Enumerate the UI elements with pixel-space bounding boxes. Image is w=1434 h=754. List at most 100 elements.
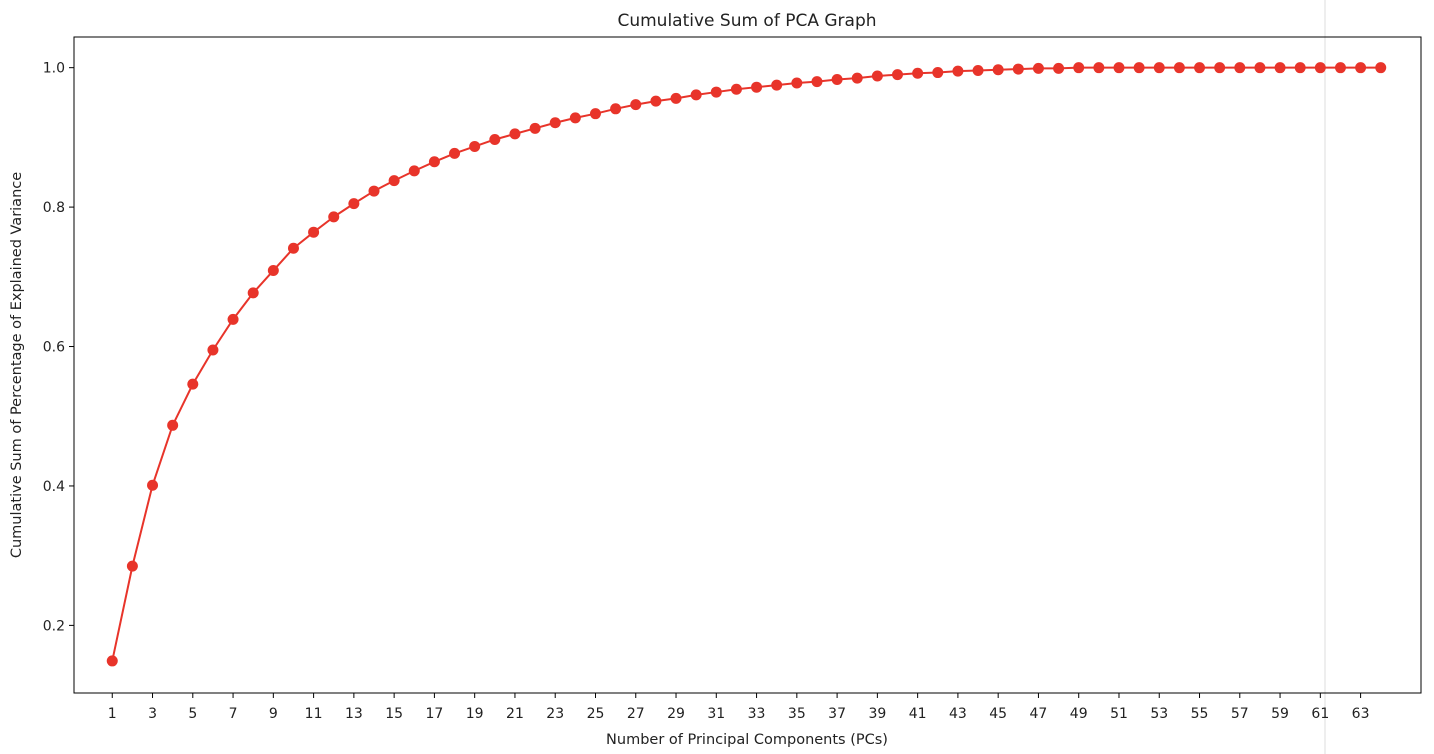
y-tick-label: 0.4 (43, 479, 65, 495)
x-tick-label: 55 (1191, 706, 1209, 722)
data-point (670, 92, 682, 104)
series-line (111, 66, 1381, 662)
x-tick-label: 5 (188, 706, 197, 722)
data-point (871, 70, 883, 82)
x-tick-label: 53 (1150, 706, 1168, 722)
data-point (126, 560, 138, 572)
data-point (1334, 62, 1346, 74)
x-axis-title: Number of Principal Components (PCs) (606, 732, 888, 748)
data-point (469, 140, 481, 152)
x-tick-label: 19 (466, 706, 484, 722)
data-point (811, 76, 823, 88)
data-point (569, 112, 581, 124)
data-point (549, 117, 561, 129)
data-point (1093, 62, 1105, 74)
data-point (1314, 62, 1326, 74)
x-tick-label: 39 (868, 706, 886, 722)
data-point (1053, 62, 1065, 74)
y-tick-label: 1.0 (43, 61, 65, 77)
x-tick-label: 21 (506, 706, 524, 722)
data-point (167, 419, 179, 431)
data-point (1355, 62, 1367, 74)
data-point (147, 479, 159, 491)
data-point (1234, 62, 1246, 74)
x-tick-label: 37 (828, 706, 846, 722)
data-point (1153, 62, 1165, 74)
x-tick-label: 51 (1110, 706, 1128, 722)
data-point (589, 108, 601, 120)
data-point (1012, 63, 1024, 75)
x-tick-label: 43 (949, 706, 967, 722)
data-point (1254, 62, 1266, 74)
data-point (1294, 62, 1306, 74)
x-tick-label: 23 (546, 706, 564, 722)
data-point (1113, 62, 1125, 74)
x-tick-label: 13 (345, 706, 363, 722)
chart-title: Cumulative Sum of PCA Graph (617, 11, 876, 31)
data-point (912, 67, 924, 79)
series-layer (106, 62, 1387, 667)
data-point (106, 655, 118, 667)
x-tick-label: 9 (269, 706, 278, 722)
x-tick-label: 31 (707, 706, 725, 722)
data-point (952, 65, 964, 77)
data-point (932, 67, 944, 79)
data-point (368, 185, 380, 197)
data-point (650, 95, 662, 107)
x-tick-label: 1 (108, 706, 117, 722)
data-point (1274, 62, 1286, 74)
data-point (267, 265, 279, 277)
data-point (730, 83, 742, 95)
x-tick-label: 59 (1271, 706, 1289, 722)
x-tick-label: 45 (989, 706, 1007, 722)
x-tick-label: 35 (788, 706, 806, 722)
data-point (1214, 62, 1226, 74)
data-point (610, 103, 622, 115)
data-point (328, 211, 340, 223)
x-tick-label: 3 (148, 706, 157, 722)
data-point (630, 99, 642, 111)
data-point (247, 287, 259, 299)
x-tick-label: 49 (1070, 706, 1088, 722)
x-tick-label: 63 (1352, 706, 1370, 722)
x-tick-label: 7 (229, 706, 238, 722)
data-point (1375, 62, 1387, 74)
x-tick-label: 47 (1030, 706, 1048, 722)
plot-area: 1 3 5 7 9 11 13 15 17 19 21 23 25 27 29 31 33 35 37 39 41 43 4… (43, 36, 1422, 722)
data-point (509, 128, 521, 140)
data-point (690, 89, 702, 101)
data-point (1032, 62, 1044, 74)
data-point (972, 64, 984, 76)
x-tick-label: 57 (1231, 706, 1249, 722)
data-point (227, 313, 239, 325)
data-point (1073, 62, 1085, 74)
data-point (408, 165, 420, 177)
y-axis-title: Cumulative Sum of Percentage of Explaine… (9, 172, 25, 558)
data-point (308, 226, 320, 238)
data-point (489, 133, 501, 145)
x-tick-label: 27 (627, 706, 645, 722)
data-point (207, 344, 219, 356)
data-point (348, 198, 360, 210)
data-point (529, 122, 541, 134)
data-point (1194, 62, 1206, 74)
x-tick-label: 15 (385, 706, 403, 722)
y-tick-label: 0.8 (43, 200, 65, 216)
data-point (992, 64, 1004, 76)
data-point (388, 175, 400, 187)
plot-frame (73, 36, 1422, 694)
data-point (771, 79, 783, 91)
x-tick-label: 25 (587, 706, 605, 722)
y-tick-label: 0.2 (43, 618, 65, 634)
data-point (428, 156, 440, 168)
data-point (892, 69, 904, 81)
x-tick-label: 61 (1311, 706, 1329, 722)
x-tick-label: 17 (425, 706, 443, 722)
data-point (1133, 62, 1145, 74)
x-axis-ticks: 1 3 5 7 9 11 13 15 17 19 21 23 25 27 29 31 33 35 37 39 41 43 4… (108, 693, 1370, 722)
data-point (791, 77, 803, 89)
data-point (449, 147, 461, 159)
y-tick-label: 0.6 (43, 340, 65, 356)
x-tick-label: 41 (909, 706, 927, 722)
